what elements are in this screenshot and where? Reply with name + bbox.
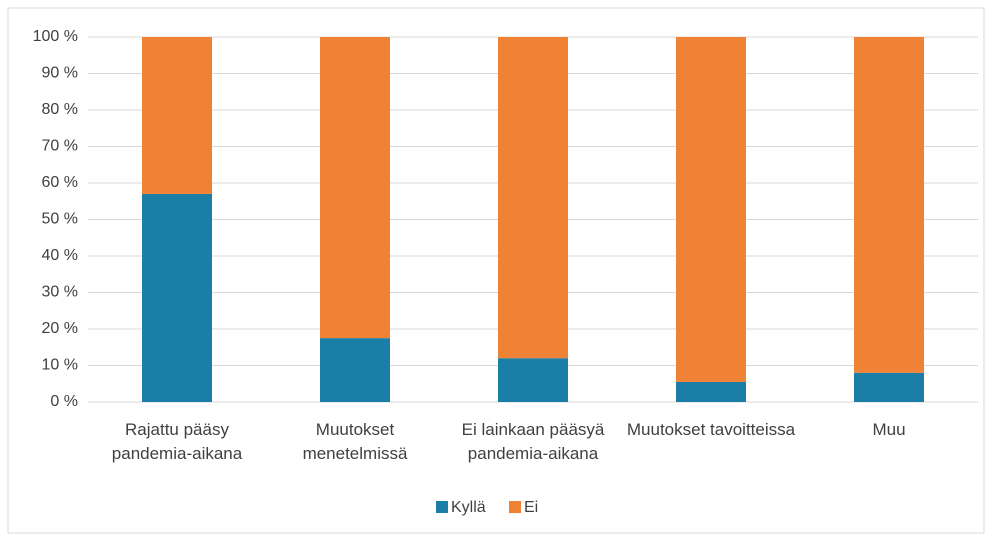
bar-segment (142, 37, 212, 194)
y-tick-label: 80 % (42, 101, 78, 118)
x-tick-label: Muutokset tavoitteissa (626, 420, 796, 439)
bar-segment (498, 358, 568, 402)
legend-label: Kyllä (451, 499, 486, 516)
x-tick-label: Rajattu pääsy pandemia-aikana (111, 420, 243, 463)
y-tick-label: 50 % (42, 211, 78, 228)
y-tick-label: 40 % (42, 247, 78, 264)
bar-segment (854, 372, 924, 402)
x-tick-label: Muu (872, 420, 906, 439)
y-tick-label: 0 % (50, 393, 78, 410)
legend-swatch (509, 501, 521, 513)
bar-segment (320, 338, 390, 402)
y-tick-label: 30 % (42, 284, 78, 301)
x-tick-label: Ei lainkaan pääsyä pandemia-aikana (461, 420, 605, 463)
bar-segment (320, 37, 390, 339)
legend-swatch (436, 501, 448, 513)
legend-label: Ei (524, 499, 538, 516)
bar-segment (142, 193, 212, 402)
bar-segment (498, 37, 568, 359)
bar-segment (854, 37, 924, 373)
y-tick-label: 10 % (42, 357, 78, 374)
bar-segment (676, 37, 746, 382)
x-tick-label: Muutokset menetelmissä (302, 420, 408, 463)
bar-segment (676, 381, 746, 402)
y-tick-label: 20 % (42, 320, 78, 337)
y-tick-label: 100 % (33, 28, 78, 45)
y-tick-label: 90 % (42, 65, 78, 82)
y-tick-label: 70 % (42, 138, 78, 155)
y-tick-label: 60 % (42, 174, 78, 191)
